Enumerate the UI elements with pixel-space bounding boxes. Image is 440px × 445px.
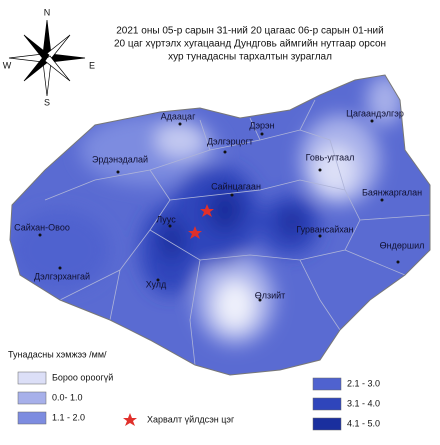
legend-title: Тунадасны хэмжээ /мм/ — [8, 349, 107, 359]
place-label: Өлзийт — [255, 290, 286, 300]
place-label: Дэлгэрхангай — [34, 271, 90, 281]
place-label: Сайхан-Овоо — [14, 222, 70, 232]
place-dot — [116, 170, 120, 174]
title-line: 20 цаг хүртэлх хугацаанд Дундговь аймгий… — [114, 39, 386, 50]
place-dot — [258, 298, 262, 302]
place-dot — [223, 150, 227, 154]
place-dot — [230, 193, 234, 197]
place-label: Эрдэнэдалай — [92, 154, 148, 164]
compass-n: N — [44, 7, 51, 17]
title: 2021 оны 05-р сарын 31-ний 20 цагаас 06-… — [114, 26, 386, 63]
place-label: Говь-угтаал — [306, 152, 355, 162]
place-label: Адаацаг — [161, 111, 196, 121]
legend-label: Бороо ороогүй — [52, 372, 113, 382]
places: Адаацаг Дэрэн Цагаандэлгэр Дэлгэрцогт Эрдэнэ… — [14, 108, 425, 302]
place-dot — [318, 234, 322, 238]
compass — [8, 19, 86, 97]
place-dot — [38, 233, 42, 237]
place-dot — [260, 132, 264, 136]
legend-label: 3.1 - 4.0 — [347, 398, 380, 408]
place-dot — [156, 278, 160, 282]
place-label: Баянжаргалан — [362, 187, 422, 197]
soum-borders — [44, 99, 430, 366]
legend-swatch — [312, 397, 342, 411]
compass-s: S — [44, 97, 50, 107]
precip-surface — [10, 75, 430, 375]
place-label: Дэрэн — [249, 120, 274, 130]
legend-swatch — [17, 371, 47, 385]
strike-points — [188, 204, 214, 239]
place-dot — [58, 266, 62, 270]
place-label: Цагаандэлгэр — [346, 108, 404, 118]
place-label: Луус — [156, 214, 176, 224]
place-dot — [380, 198, 384, 202]
place-dot — [396, 260, 400, 264]
place-dot — [178, 122, 182, 126]
legend-label: 4.1 - 5.0 — [347, 418, 380, 428]
legend-swatch — [17, 391, 47, 405]
place-dot — [370, 119, 374, 123]
legend-label: 1.1 - 2.0 — [52, 412, 85, 422]
legend-label: 2.1 - 3.0 — [347, 378, 380, 388]
place-dot — [168, 224, 172, 228]
place-label: Сайнцагаан — [211, 181, 261, 191]
legend-label: 0.0- 1.0 — [52, 392, 83, 402]
place-label: Дэлгэрцогт — [207, 136, 253, 146]
legend-star — [123, 413, 137, 426]
title-line: 2021 оны 05-р сарын 31-ний 20 цагаас 06-… — [116, 26, 383, 37]
legend-swatch — [17, 411, 47, 425]
legend: Бороо ороогүй 0.0- 1.0 1.1 - 2.0 2.1 - 3.0 3… — [17, 371, 380, 431]
place-label: Гурвансайхан — [296, 224, 353, 234]
title-line: хур тунадасны тархалтын зураглал — [168, 52, 332, 63]
compass-e: E — [89, 60, 95, 70]
place-label: Өндөршил — [380, 240, 425, 250]
legend-swatch — [312, 377, 342, 391]
legend-star-label: Харвалт үйлдсэн цэг — [147, 414, 235, 424]
legend-swatch — [312, 417, 342, 431]
compass-w: W — [3, 60, 12, 70]
place-label: Хулд — [146, 279, 167, 289]
place-dot — [318, 168, 322, 172]
